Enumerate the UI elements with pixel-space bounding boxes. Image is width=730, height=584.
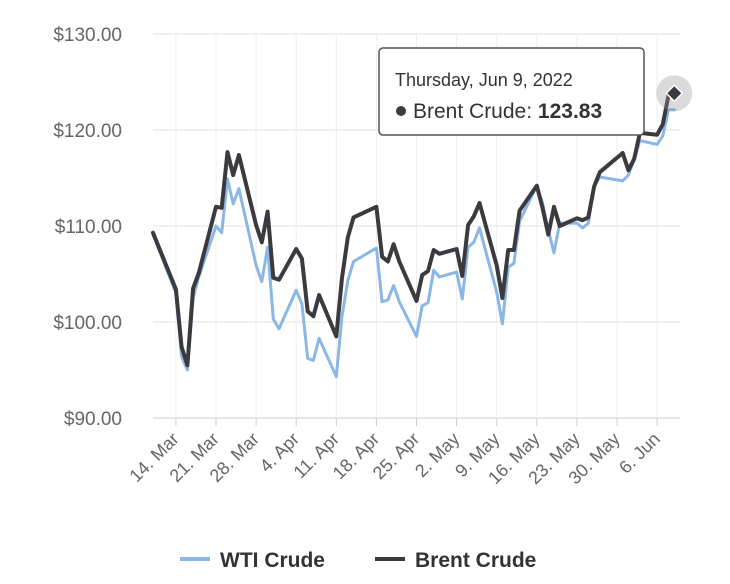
y-tick-label: $120.00: [53, 121, 122, 142]
hover-marker: [656, 75, 693, 112]
tooltip-box: [378, 47, 645, 136]
y-tick-label: $130.00: [53, 25, 122, 46]
tooltip-date: Thursday, Jun 9, 2022: [395, 70, 573, 90]
series-line-wti[interactable]: [151, 108, 676, 379]
tooltip-series-label: Brent Crude:: [413, 100, 538, 123]
tooltip-value-line: Brent Crude: 123.83: [413, 100, 602, 123]
legend-label-wti: WTI Crude: [220, 549, 325, 572]
legend-item-brent[interactable]: Brent Crude: [375, 549, 536, 572]
y-axis: $90.00 $100.00 $110.00 $120.00 $130.00: [53, 25, 122, 430]
y-tick-label: $110.00: [55, 217, 122, 238]
tooltip: Thursday, Jun 9, 2022 Brent Crude: 123.8…: [378, 47, 645, 136]
tooltip-value: 123.83: [538, 100, 602, 123]
x-tick-label: 6. Jun: [615, 429, 664, 478]
legend-label-brent: Brent Crude: [415, 549, 536, 572]
series-line-brent[interactable]: [151, 91, 677, 368]
legend: WTI Crude Brent Crude: [180, 549, 536, 572]
y-tick-label: $100.00: [53, 313, 122, 334]
legend-item-wti[interactable]: WTI Crude: [180, 549, 325, 572]
tooltip-series-dot: [396, 106, 406, 116]
x-tick-label: 2. May: [411, 429, 463, 481]
y-tick-label: $90.00: [64, 409, 122, 430]
hover-point-marker: [665, 84, 684, 103]
plot-area[interactable]: [151, 91, 677, 379]
